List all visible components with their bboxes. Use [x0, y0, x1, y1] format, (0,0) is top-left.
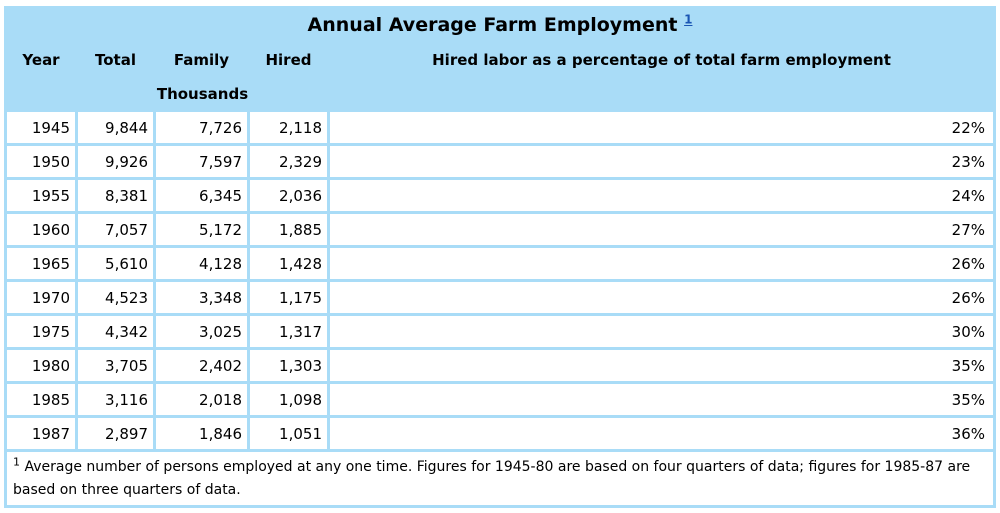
cell-hired: 2,036: [250, 180, 327, 211]
units-label: Thousands: [78, 79, 327, 109]
cell-total: 2,897: [78, 418, 153, 449]
cell-pct: 24%: [330, 180, 993, 211]
cell-total: 7,057: [78, 214, 153, 245]
cell-year: 1965: [7, 248, 75, 279]
cell-year: 1970: [7, 282, 75, 313]
cell-hired: 2,329: [250, 146, 327, 177]
cell-total: 4,342: [78, 316, 153, 347]
units-blank-year: [7, 79, 75, 109]
cell-total: 9,844: [78, 112, 153, 143]
cell-pct: 35%: [330, 384, 993, 415]
units-blank-pct: [330, 79, 993, 109]
table-title: Annual Average Farm Employment: [307, 14, 678, 36]
table-row: 1945 9,844 7,726 2,118 22%: [7, 112, 993, 143]
cell-year: 1975: [7, 316, 75, 347]
cell-year: 1950: [7, 146, 75, 177]
table-row: 1965 5,610 4,128 1,428 26%: [7, 248, 993, 279]
cell-family: 6,345: [156, 180, 247, 211]
cell-pct: 36%: [330, 418, 993, 449]
cell-total: 3,705: [78, 350, 153, 381]
cell-family: 7,597: [156, 146, 247, 177]
cell-total: 5,610: [78, 248, 153, 279]
cell-total: 4,523: [78, 282, 153, 313]
table-row: 1980 3,705 2,402 1,303 35%: [7, 350, 993, 381]
cell-year: 1985: [7, 384, 75, 415]
table-body: 1945 9,844 7,726 2,118 22% 1950 9,926 7,597 2,32…: [7, 112, 993, 449]
cell-family: 4,128: [156, 248, 247, 279]
cell-family: 3,348: [156, 282, 247, 313]
table-row: 1985 3,116 2,018 1,098 35%: [7, 384, 993, 415]
cell-family: 1,846: [156, 418, 247, 449]
cell-pct: 35%: [330, 350, 993, 381]
cell-family: 5,172: [156, 214, 247, 245]
footnote-cell: 1 Average number of persons employed at …: [7, 452, 993, 505]
header-hired: Hired: [250, 44, 327, 76]
cell-pct: 23%: [330, 146, 993, 177]
cell-family: 2,402: [156, 350, 247, 381]
cell-total: 9,926: [78, 146, 153, 177]
table-row: 1987 2,897 1,846 1,051 36%: [7, 418, 993, 449]
cell-year: 1980: [7, 350, 75, 381]
cell-hired: 1,317: [250, 316, 327, 347]
cell-hired: 1,885: [250, 214, 327, 245]
table-title-cell: Annual Average Farm Employment 1: [7, 9, 993, 41]
cell-pct: 27%: [330, 214, 993, 245]
cell-pct: 26%: [330, 282, 993, 313]
farm-employment-table: Annual Average Farm Employment 1 Year To…: [4, 6, 996, 508]
cell-total: 3,116: [78, 384, 153, 415]
cell-year: 1987: [7, 418, 75, 449]
cell-family: 2,018: [156, 384, 247, 415]
table-row: 1970 4,523 3,348 1,175 26%: [7, 282, 993, 313]
cell-family: 3,025: [156, 316, 247, 347]
table-row: 1960 7,057 5,172 1,885 27%: [7, 214, 993, 245]
table-row: 1975 4,342 3,025 1,317 30%: [7, 316, 993, 347]
title-footnote-ref: 1: [684, 13, 692, 27]
header-hired-percentage: Hired labor as a percentage of total far…: [330, 44, 993, 76]
cell-hired: 2,118: [250, 112, 327, 143]
header-total: Total: [78, 44, 153, 76]
cell-year: 1945: [7, 112, 75, 143]
table-row: 1950 9,926 7,597 2,329 23%: [7, 146, 993, 177]
footnote-text: Average number of persons employed at an…: [13, 459, 971, 498]
cell-hired: 1,175: [250, 282, 327, 313]
cell-hired: 1,051: [250, 418, 327, 449]
cell-pct: 30%: [330, 316, 993, 347]
cell-hired: 1,303: [250, 350, 327, 381]
table-row: 1955 8,381 6,345 2,036 24%: [7, 180, 993, 211]
cell-year: 1960: [7, 214, 75, 245]
header-family: Family: [156, 44, 247, 76]
header-year: Year: [7, 44, 75, 76]
footnote-link[interactable]: 1: [684, 12, 693, 27]
cell-year: 1955: [7, 180, 75, 211]
cell-pct: 26%: [330, 248, 993, 279]
cell-pct: 22%: [330, 112, 993, 143]
cell-hired: 1,428: [250, 248, 327, 279]
cell-family: 7,726: [156, 112, 247, 143]
footnote-marker: 1: [13, 455, 20, 469]
cell-hired: 1,098: [250, 384, 327, 415]
cell-total: 8,381: [78, 180, 153, 211]
